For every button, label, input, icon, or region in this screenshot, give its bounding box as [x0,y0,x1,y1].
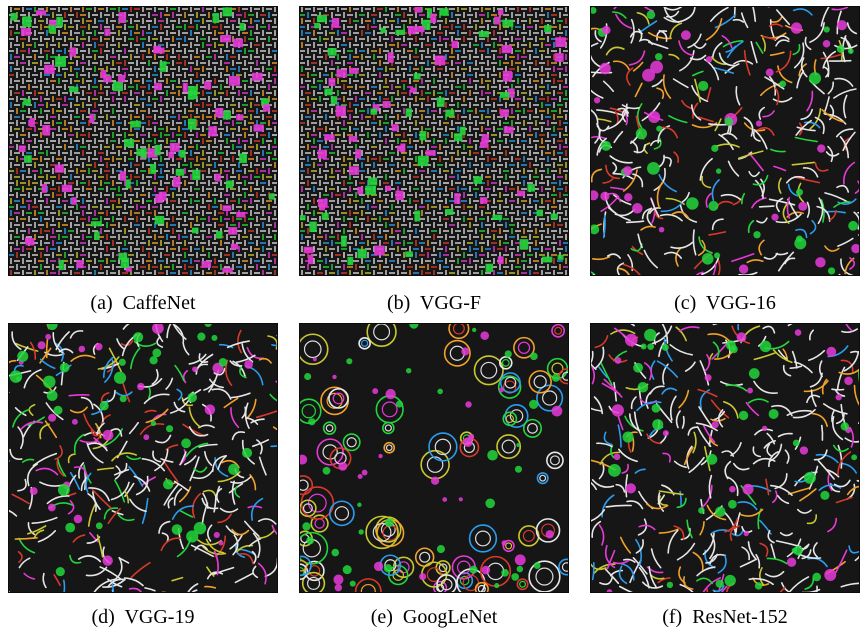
caption-resnet-152: (f) ResNet-152 [662,606,788,628]
caption-vgg-19: (d) VGG-19 [91,606,195,628]
caption-vgg-16: (c) VGG-16 [674,292,776,314]
perturbation-image-googlenet [299,323,569,593]
perturbation-image-caffenet [8,6,278,276]
panel-vgg-19 [8,323,278,593]
panel-vgg-16 [590,6,860,276]
perturbation-image-resnet-152 [590,323,860,593]
panel-caffenet [8,6,278,276]
caption-caffenet: (a) CaffeNet [90,292,196,314]
perturbation-image-vgg-f [299,6,569,276]
panel-resnet-152 [590,323,860,593]
caption-googlenet: (e) GoogLeNet [370,606,498,628]
caption-vgg-f: (b) VGG-F [386,292,482,314]
panel-googlenet [299,323,569,593]
panel-vgg-f [299,6,569,276]
perturbation-image-vgg-19 [8,323,278,593]
perturbation-image-vgg-16 [590,6,860,276]
